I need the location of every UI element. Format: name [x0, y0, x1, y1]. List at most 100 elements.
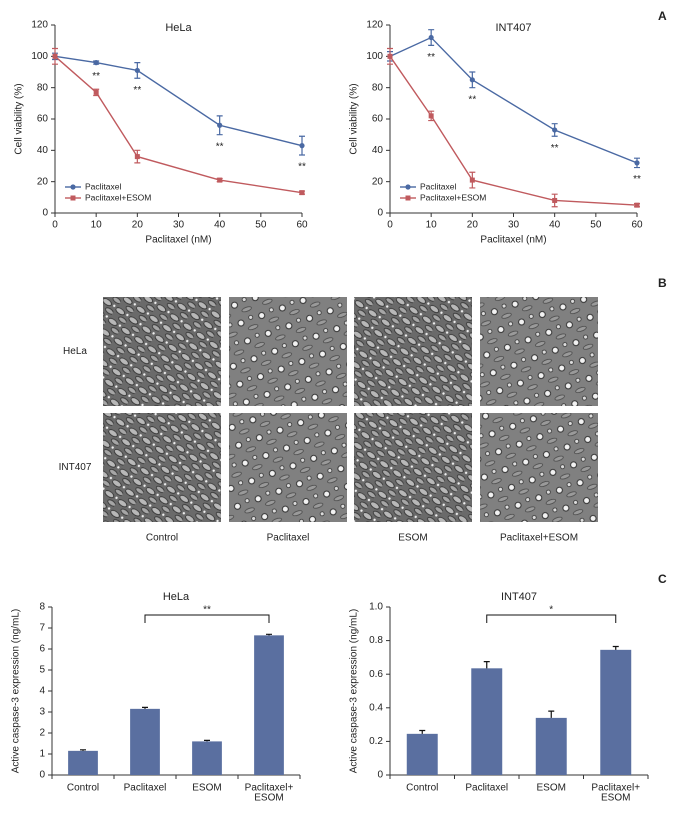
error-bar [80, 749, 86, 751]
x-tick-label: 40 [549, 220, 561, 231]
legend-marker [70, 195, 76, 201]
series-line [54, 55, 303, 147]
legend-label: Paclitaxel [420, 181, 456, 191]
bar [130, 708, 160, 775]
annotation: ** [427, 52, 435, 63]
point [217, 122, 223, 128]
micrograph [103, 413, 221, 522]
x-tick-label: Control [406, 783, 438, 794]
y-axis-label: Active caspase-3 expression (ng/mL) [11, 609, 22, 774]
error-bar [142, 706, 148, 709]
legend-label: Paclitaxel+ESOM [420, 192, 486, 202]
legend-marker [405, 184, 411, 190]
significance-label: ** [203, 605, 211, 616]
point [387, 53, 393, 59]
micrograph [354, 413, 472, 522]
y-tick-label: 0 [377, 208, 383, 219]
error-bar [483, 661, 490, 669]
bar [471, 668, 503, 775]
point [428, 113, 434, 119]
significance-label: * [549, 605, 553, 616]
y-tick-label: 0 [39, 770, 45, 781]
bar [600, 649, 632, 775]
bar [192, 741, 222, 775]
column-label: Control [146, 533, 178, 544]
significance-bracket [486, 614, 617, 623]
micrograph [354, 297, 472, 406]
x-tick-label: 10 [91, 220, 103, 231]
y-axis-label: Active caspase-3 expression (ng/mL) [349, 609, 360, 774]
y-tick-label: 100 [31, 51, 48, 62]
x-tick-label: ESOM [192, 783, 221, 794]
annotation: ** [468, 94, 476, 105]
point [299, 143, 305, 149]
point [134, 67, 140, 74]
error-bar [266, 633, 272, 636]
x-tick-label: Paclitaxel [465, 783, 508, 794]
error-bar [612, 645, 619, 650]
x-tick-label: 60 [296, 220, 308, 231]
y-tick-label: 40 [37, 145, 49, 156]
y-tick-label: 3 [39, 707, 45, 718]
column-label: Paclitaxel [267, 533, 310, 544]
y-tick-label: 60 [372, 114, 384, 125]
bar [254, 635, 284, 775]
x-tick-label: 20 [132, 220, 144, 231]
chart-title: INT407 [501, 591, 537, 603]
y-tick-label: 20 [372, 176, 384, 187]
panel-label: C [658, 572, 667, 586]
y-tick-label: 120 [31, 20, 48, 31]
y-tick-label: 20 [37, 176, 49, 187]
y-tick-label: 120 [366, 20, 383, 31]
y-tick-label: 0.4 [369, 702, 383, 713]
legend-label: Paclitaxel+ESOM [85, 192, 151, 202]
legend-marker [405, 195, 411, 201]
x-tick-label: 30 [508, 220, 520, 231]
y-tick-label: 2 [39, 728, 45, 739]
error-bar [419, 729, 426, 734]
annotation: ** [92, 71, 100, 82]
x-axis-label: Paclitaxel (nM) [480, 235, 546, 246]
bar [406, 733, 438, 775]
point [299, 190, 305, 196]
significance-bracket [144, 614, 270, 623]
y-tick-label: 5 [39, 665, 45, 676]
column-label: ESOM [398, 533, 427, 544]
annotation: ** [633, 174, 641, 185]
x-tick-label: 50 [590, 220, 602, 231]
x-tick-label: ESOM [254, 793, 283, 804]
point [217, 177, 223, 183]
x-tick-label: ESOM [601, 793, 630, 804]
point [428, 34, 434, 41]
bar [68, 750, 98, 775]
legend-label: Paclitaxel [85, 181, 121, 191]
micrograph [480, 297, 598, 406]
y-tick-label: 80 [372, 82, 384, 93]
x-tick-label: 40 [214, 220, 226, 231]
micrograph [480, 413, 598, 522]
y-tick-label: 40 [372, 145, 384, 156]
y-tick-label: 0 [377, 770, 383, 781]
row-label: INT407 [59, 462, 92, 473]
annotation: ** [216, 141, 224, 152]
point [469, 177, 475, 183]
error-bar [204, 739, 210, 742]
x-tick-label: 0 [387, 220, 393, 231]
point [634, 202, 640, 208]
chart-title: HeLa [163, 591, 190, 603]
point [552, 197, 558, 203]
y-tick-label: 4 [39, 686, 45, 697]
x-tick-label: 60 [631, 220, 643, 231]
y-tick-label: 0 [42, 208, 48, 219]
x-tick-label: Control [67, 783, 99, 794]
row-label: HeLa [63, 346, 87, 357]
x-tick-label: ESOM [537, 783, 566, 794]
panel-label: A [658, 9, 667, 23]
y-tick-label: 6 [39, 644, 45, 655]
micrograph [103, 297, 221, 406]
y-tick-label: 100 [366, 51, 383, 62]
chart-title: INT407 [495, 22, 531, 34]
x-axis-label: Paclitaxel (nM) [145, 235, 211, 246]
point [469, 77, 475, 83]
